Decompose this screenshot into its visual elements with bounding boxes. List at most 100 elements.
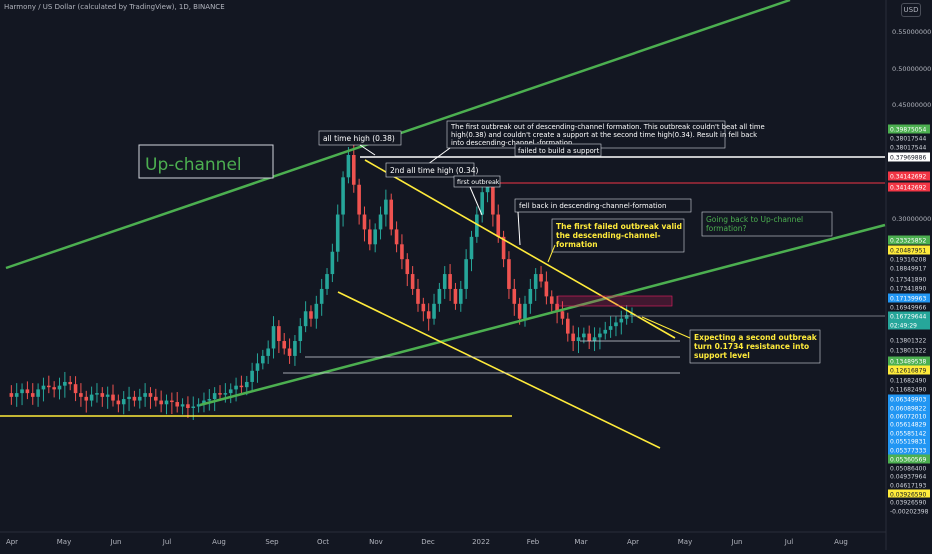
candle-body <box>100 393 105 397</box>
price-label: 0.13801322 <box>890 338 926 345</box>
candles-group <box>9 145 634 420</box>
candle-body <box>255 363 260 371</box>
price-label-bg <box>888 365 930 375</box>
candle-body <box>218 393 222 395</box>
y-tick-label: 0.55000000 <box>892 28 931 36</box>
price-label: 0.23325852 <box>890 238 926 245</box>
candle-body <box>14 393 19 397</box>
candle-body <box>576 337 581 342</box>
candle-body <box>271 326 276 349</box>
candle-body <box>186 404 190 408</box>
x-tick-label: Jun <box>110 538 122 546</box>
price-label: 0.16729644 <box>890 314 926 321</box>
candle-body <box>319 288 324 304</box>
x-tick-label: Oct <box>317 538 329 546</box>
candle-body <box>405 259 410 275</box>
price-label: 0.16949966 <box>890 305 926 312</box>
candle-body <box>9 393 14 397</box>
candle-body <box>36 389 40 397</box>
price-label-bg <box>888 411 930 421</box>
candle-body <box>84 396 89 401</box>
price-label-bg <box>888 133 930 143</box>
candle-body <box>111 394 115 401</box>
price-label: 0.38017544 <box>890 136 926 143</box>
price-label-bg <box>888 124 930 134</box>
candle-body <box>442 274 447 289</box>
price-label: 0.06072010 <box>890 414 926 421</box>
candle-body <box>330 251 335 275</box>
price-label-bg <box>888 384 930 394</box>
price-label: 0.11682490 <box>890 378 926 385</box>
price-label: 0.13489538 <box>890 359 926 366</box>
candle-body <box>416 288 420 304</box>
first-outbreak-arrow <box>469 186 483 216</box>
price-label: 0.11682490 <box>890 387 926 394</box>
y-tick-label: 0.50000000 <box>892 65 931 73</box>
price-label-bg <box>888 142 930 152</box>
price-label: 0.05360569 <box>890 457 926 464</box>
failed-support-label: failed to build a support <box>518 147 600 155</box>
x-tick-label: Sep <box>265 538 279 546</box>
candle-body <box>303 311 308 327</box>
candle-body <box>630 313 634 315</box>
candle-body <box>533 274 538 289</box>
fell-back-arrow <box>517 211 521 246</box>
price-label-bg <box>888 428 930 438</box>
candle-body <box>79 393 83 397</box>
upchannel-label: Up-channel <box>145 155 242 175</box>
candle-body <box>480 192 484 215</box>
price-label: 0.13801322 <box>890 348 926 355</box>
candle-body <box>30 393 35 397</box>
candle-body <box>244 381 249 388</box>
price-label-bg <box>888 311 930 321</box>
price-label: 0.03926590 <box>890 492 926 499</box>
candle-body <box>400 244 404 260</box>
candle-body <box>592 337 597 342</box>
price-label-bg <box>888 254 930 264</box>
price-label: 0.05377333 <box>890 448 926 455</box>
price-label-bg <box>888 445 930 455</box>
price-label-bg <box>888 171 930 181</box>
candle-body <box>68 381 73 385</box>
chart-title: Harmony / US Dollar (calculated by Tradi… <box>4 3 225 11</box>
going-back-box <box>701 211 833 237</box>
currency-button[interactable]: USD <box>901 3 921 17</box>
price-label: 0.05519831 <box>890 439 926 446</box>
expecting-label: Expecting a second outbreak turn 0.1734 r… <box>694 333 818 360</box>
candle-body <box>394 229 399 245</box>
candle-body <box>25 389 30 394</box>
candle-body <box>608 326 613 330</box>
candle-body <box>191 406 196 409</box>
price-label: 02:49:29 <box>890 323 917 330</box>
price-label-bg <box>888 320 930 330</box>
candle-body <box>432 303 436 319</box>
price-label: 0.38017544 <box>890 145 926 152</box>
candle-body <box>154 396 158 401</box>
x-tick-label: Jul <box>784 538 794 546</box>
x-tick-label: Feb <box>527 538 540 546</box>
candle-body <box>207 399 212 401</box>
candle-body <box>137 396 142 401</box>
fell-back-label: fell back in descending-channel-formatio… <box>519 202 666 210</box>
price-label-bg <box>888 263 930 273</box>
going-back-label: Going back to Up-channel formation? <box>706 215 803 233</box>
upchannel-label-box <box>138 144 274 179</box>
price-label-bg <box>888 356 930 366</box>
candle-body <box>89 394 94 401</box>
price-label-bg <box>888 506 930 516</box>
candle-body <box>314 303 319 319</box>
descending-lower-line <box>337 291 661 449</box>
candle-body <box>287 348 292 356</box>
candle-body <box>293 341 297 356</box>
price-label: 0.17341890 <box>890 277 926 284</box>
candle-body <box>512 288 517 304</box>
candle-body <box>105 394 110 397</box>
y-tick-label: 0.45000000 <box>892 101 931 109</box>
price-label-bg <box>888 471 930 481</box>
candle-body <box>384 199 388 215</box>
x-tick-label: May <box>678 538 692 546</box>
first-outbreak-note-box <box>446 120 726 149</box>
candle-body <box>180 404 185 407</box>
